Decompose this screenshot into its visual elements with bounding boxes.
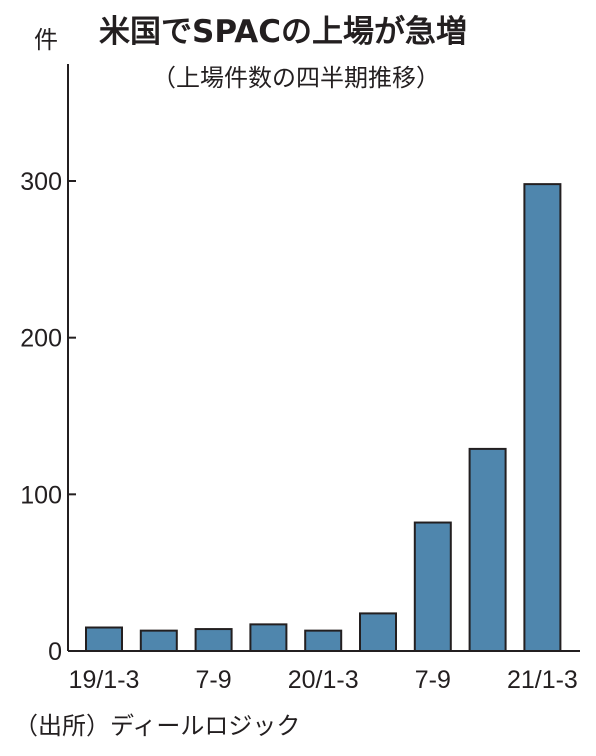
x-axis-ticks: 19/1-3 7-9 20/1-3 7-9 21/1-3 <box>69 666 578 694</box>
chart-subtitle: （上場件数の四半期推移） <box>152 64 440 92</box>
y-unit-label: 件 <box>34 26 58 54</box>
x-tick-label: 7-9 <box>415 666 451 694</box>
source-note: （出所）ディールロジック <box>14 712 300 740</box>
bar <box>523 183 562 652</box>
chart-title: 米国でSPACの上場が急増 <box>99 14 467 50</box>
x-tick-label: 21/1-3 <box>507 666 578 694</box>
y-tick-label: 100 <box>20 481 62 509</box>
y-tick-label: 200 <box>20 325 62 353</box>
x-tick-label: 19/1-3 <box>69 666 140 694</box>
x-tick-label: 7-9 <box>196 666 232 694</box>
y-tick-label: 0 <box>48 638 62 666</box>
bars-group <box>85 183 562 653</box>
bar <box>249 623 288 652</box>
x-tick-label: 20/1-3 <box>288 666 359 694</box>
bar <box>139 629 178 653</box>
bar <box>468 447 507 652</box>
bar <box>194 628 233 652</box>
bar <box>85 626 123 652</box>
bar <box>413 521 452 652</box>
y-tick-label: 300 <box>20 168 62 196</box>
bar <box>359 612 397 653</box>
y-axis-ticks: 0 100 200 300 <box>20 168 76 666</box>
bar <box>304 629 343 653</box>
